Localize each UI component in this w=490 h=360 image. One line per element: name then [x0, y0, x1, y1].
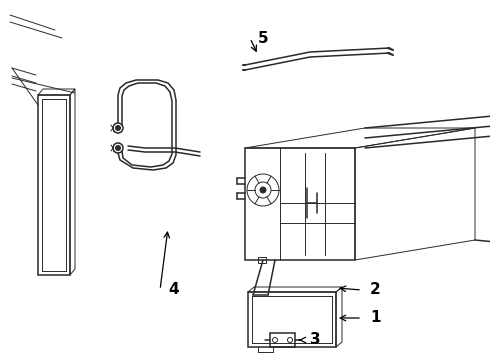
Circle shape [260, 187, 266, 193]
Text: 5: 5 [258, 31, 269, 45]
Text: 4: 4 [168, 283, 179, 297]
Text: 1: 1 [370, 310, 381, 325]
Text: 2: 2 [370, 283, 381, 297]
Circle shape [116, 145, 121, 150]
Circle shape [116, 126, 121, 131]
Text: 3: 3 [310, 333, 320, 347]
